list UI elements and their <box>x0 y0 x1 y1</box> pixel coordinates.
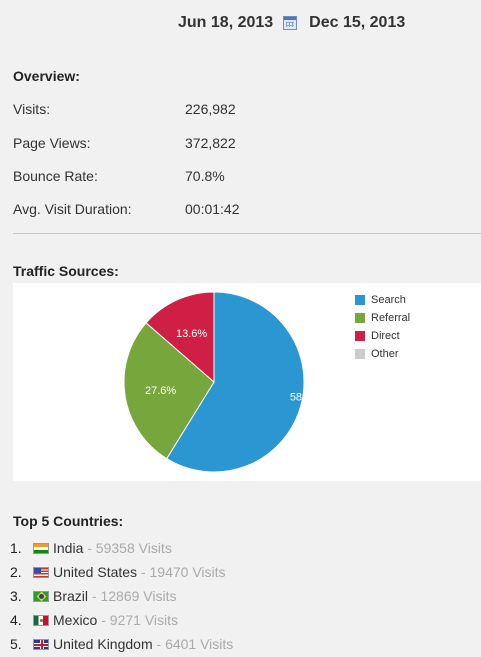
pie-slice-referral[interactable] <box>123 322 215 460</box>
pie-slice-direct[interactable] <box>145 291 215 384</box>
country-visits: - 59358 Visits <box>83 540 172 556</box>
pie-chart: 58 27.6% 13.6% <box>123 291 305 473</box>
legend-swatch <box>355 313 365 323</box>
pie-label-search: 58 <box>290 392 302 404</box>
legend-swatch <box>355 349 365 359</box>
mexico-flag-icon <box>33 614 49 626</box>
overview-value: 00:01:42 <box>185 201 240 217</box>
overview-label: Bounce Rate: <box>13 168 98 184</box>
overview-row-visits: Visits: 226,982 <box>13 101 236 117</box>
country-index: 1. <box>10 540 22 556</box>
date-range: Jun 18, 2013 Dec 15, 2013 <box>178 14 405 32</box>
legend-item-other[interactable]: Other <box>355 345 410 363</box>
country-item: 1. India - 59358 Visits <box>10 536 233 560</box>
country-item: 2. United States - 19470 Visits <box>10 560 233 584</box>
traffic-title: Traffic Sources: <box>13 263 119 279</box>
legend-label: Other <box>371 348 399 360</box>
country-visits: - 12869 Visits <box>88 588 177 604</box>
country-name: India <box>53 540 84 556</box>
overview-row-bounce-rate: Bounce Rate: 70.8% <box>13 168 225 184</box>
country-index: 2. <box>10 564 22 580</box>
pie-slice-search[interactable] <box>166 291 305 473</box>
overview-row-page-views: Page Views: 372,822 <box>13 135 236 151</box>
country-name: United States <box>53 564 138 580</box>
brazil-flag-icon <box>33 590 49 602</box>
country-name: United Kingdom <box>53 636 153 652</box>
traffic-chart: 58 27.6% 13.6% Search Referral Direct Other <box>13 283 481 481</box>
calendar-icon[interactable] <box>283 16 298 30</box>
legend-item-referral[interactable]: Referral <box>355 309 410 327</box>
overview-label: Visits: <box>13 101 51 117</box>
country-visits: - 19470 Visits <box>137 564 226 580</box>
legend-item-search[interactable]: Search <box>355 291 410 309</box>
overview-label: Page Views: <box>13 135 91 151</box>
end-date[interactable]: Dec 15, 2013 <box>309 14 406 31</box>
legend-swatch <box>355 295 365 305</box>
legend-label: Direct <box>371 330 400 342</box>
countries-title: Top 5 Countries: <box>13 513 124 529</box>
country-item: 3. Brazil - 12869 Visits <box>10 584 233 608</box>
overview-value: 226,982 <box>185 101 236 117</box>
overview-label: Avg. Visit Duration: <box>13 201 132 217</box>
country-name: Mexico <box>53 612 98 628</box>
countries-list: 1. India - 59358 Visits 2. United States… <box>10 536 233 656</box>
overview-value: 372,822 <box>185 135 236 151</box>
india-flag-icon <box>33 542 49 554</box>
overview-row-avg-duration: Avg. Visit Duration: 00:01:42 <box>13 201 240 217</box>
country-index: 5. <box>10 636 22 652</box>
country-item: 4. Mexico - 9271 Visits <box>10 608 233 632</box>
section-divider <box>13 233 481 234</box>
country-item: 5. United Kingdom - 6401 Visits <box>10 632 233 656</box>
overview-title: Overview: <box>13 68 80 84</box>
pie-label-referral: 27.6% <box>145 385 176 397</box>
uk-flag-icon <box>33 638 49 650</box>
pie-label-direct: 13.6% <box>176 328 207 340</box>
legend-swatch <box>355 331 365 341</box>
country-index: 4. <box>10 612 22 628</box>
country-name: Brazil <box>53 588 89 604</box>
legend-label: Referral <box>371 312 411 324</box>
country-visits: - 6401 Visits <box>152 636 234 652</box>
start-date[interactable]: Jun 18, 2013 <box>178 14 274 31</box>
country-index: 3. <box>10 588 22 604</box>
country-visits: - 9271 Visits <box>97 612 179 628</box>
overview-value: 70.8% <box>185 168 225 184</box>
legend-item-direct[interactable]: Direct <box>355 327 410 345</box>
legend-label: Search <box>371 294 406 306</box>
us-flag-icon <box>33 566 49 578</box>
chart-legend: Search Referral Direct Other <box>355 291 410 363</box>
